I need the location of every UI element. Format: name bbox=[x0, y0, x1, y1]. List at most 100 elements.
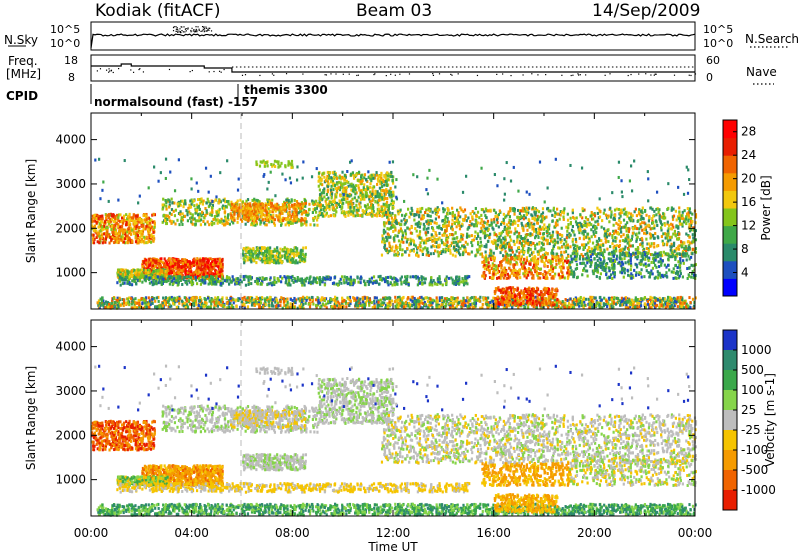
power-point bbox=[447, 220, 451, 224]
power-point bbox=[111, 224, 115, 228]
power-point bbox=[206, 296, 210, 300]
power-point bbox=[551, 251, 555, 255]
power-point bbox=[421, 238, 424, 242]
power-point bbox=[668, 306, 671, 310]
power-point bbox=[424, 303, 427, 307]
power-point bbox=[555, 306, 558, 310]
power-point bbox=[365, 296, 369, 300]
power-point bbox=[303, 204, 307, 208]
power-point bbox=[134, 227, 137, 231]
power-point bbox=[429, 207, 432, 211]
power-point bbox=[643, 302, 646, 306]
power-point bbox=[195, 296, 198, 300]
freq-dot bbox=[408, 73, 411, 75]
power-point bbox=[222, 198, 225, 202]
power-point bbox=[253, 197, 256, 201]
power-point bbox=[561, 210, 564, 214]
power-point bbox=[468, 306, 471, 310]
freq-dot bbox=[457, 73, 459, 75]
power-point bbox=[308, 298, 312, 302]
power-point bbox=[461, 222, 464, 226]
power-point bbox=[166, 217, 169, 221]
power-point bbox=[234, 202, 238, 206]
freq-dot bbox=[545, 74, 547, 76]
power-point bbox=[461, 244, 464, 248]
power-point bbox=[142, 227, 145, 231]
power-point bbox=[254, 223, 257, 227]
power-point bbox=[123, 232, 127, 236]
nsearch-dot bbox=[201, 26, 204, 28]
power-point bbox=[122, 301, 126, 305]
power-point bbox=[564, 301, 567, 305]
power-point bbox=[357, 186, 360, 190]
power-point bbox=[419, 207, 422, 211]
power-point bbox=[418, 296, 422, 300]
nsearch-dot bbox=[209, 27, 211, 29]
power-point bbox=[116, 303, 119, 307]
power-point bbox=[546, 234, 549, 238]
power-point bbox=[366, 185, 369, 189]
power-point bbox=[345, 200, 348, 204]
power-point bbox=[517, 298, 520, 302]
power-point bbox=[404, 232, 408, 236]
power-point bbox=[383, 174, 386, 178]
power-point bbox=[364, 210, 368, 214]
power-point bbox=[650, 305, 653, 309]
power-point bbox=[607, 296, 611, 300]
power-point bbox=[273, 223, 277, 227]
power-point bbox=[170, 221, 173, 225]
power-point bbox=[260, 220, 263, 224]
power-point bbox=[660, 304, 663, 308]
power-point bbox=[460, 232, 463, 236]
nsearch-dot bbox=[203, 31, 205, 33]
power-point bbox=[392, 190, 395, 194]
power-point bbox=[270, 220, 274, 224]
power-point bbox=[630, 212, 633, 216]
power-point bbox=[101, 296, 104, 300]
power-point bbox=[298, 204, 301, 208]
power-point bbox=[644, 254, 647, 258]
power-point bbox=[293, 202, 296, 206]
power-point bbox=[641, 241, 644, 245]
power-point bbox=[554, 221, 557, 225]
power-point bbox=[522, 237, 525, 241]
power-point bbox=[664, 300, 668, 304]
power-point bbox=[581, 304, 585, 308]
power-point bbox=[382, 179, 385, 183]
power-point bbox=[436, 225, 439, 229]
power-point bbox=[639, 222, 642, 226]
power-point bbox=[392, 224, 395, 228]
power-point bbox=[670, 249, 674, 253]
power-point bbox=[490, 299, 493, 303]
power-point bbox=[231, 206, 234, 210]
power-point bbox=[388, 241, 391, 245]
power-point bbox=[639, 299, 643, 303]
power-point bbox=[519, 209, 523, 213]
power-point bbox=[582, 246, 585, 250]
power-point bbox=[295, 216, 298, 220]
power-point bbox=[216, 304, 220, 308]
power-point bbox=[455, 250, 458, 254]
power-point bbox=[333, 183, 337, 187]
power-point bbox=[461, 302, 465, 306]
power-point bbox=[560, 250, 563, 254]
nsky-trace bbox=[90, 33, 696, 49]
power-point bbox=[520, 241, 523, 245]
power-point bbox=[402, 305, 406, 309]
power-point bbox=[644, 305, 648, 309]
power-point bbox=[468, 224, 471, 228]
power-point bbox=[157, 295, 160, 299]
power-point bbox=[467, 252, 470, 256]
power-point bbox=[368, 197, 371, 201]
power-point bbox=[92, 228, 96, 232]
power-point bbox=[388, 300, 391, 304]
power-point bbox=[685, 249, 688, 253]
power-point bbox=[572, 215, 575, 219]
freq-dot bbox=[118, 68, 120, 70]
power-point bbox=[510, 297, 514, 301]
power-point bbox=[181, 222, 184, 226]
power-point bbox=[237, 209, 240, 213]
power-point bbox=[251, 198, 254, 202]
power-point bbox=[353, 196, 356, 200]
power-point bbox=[174, 208, 178, 212]
